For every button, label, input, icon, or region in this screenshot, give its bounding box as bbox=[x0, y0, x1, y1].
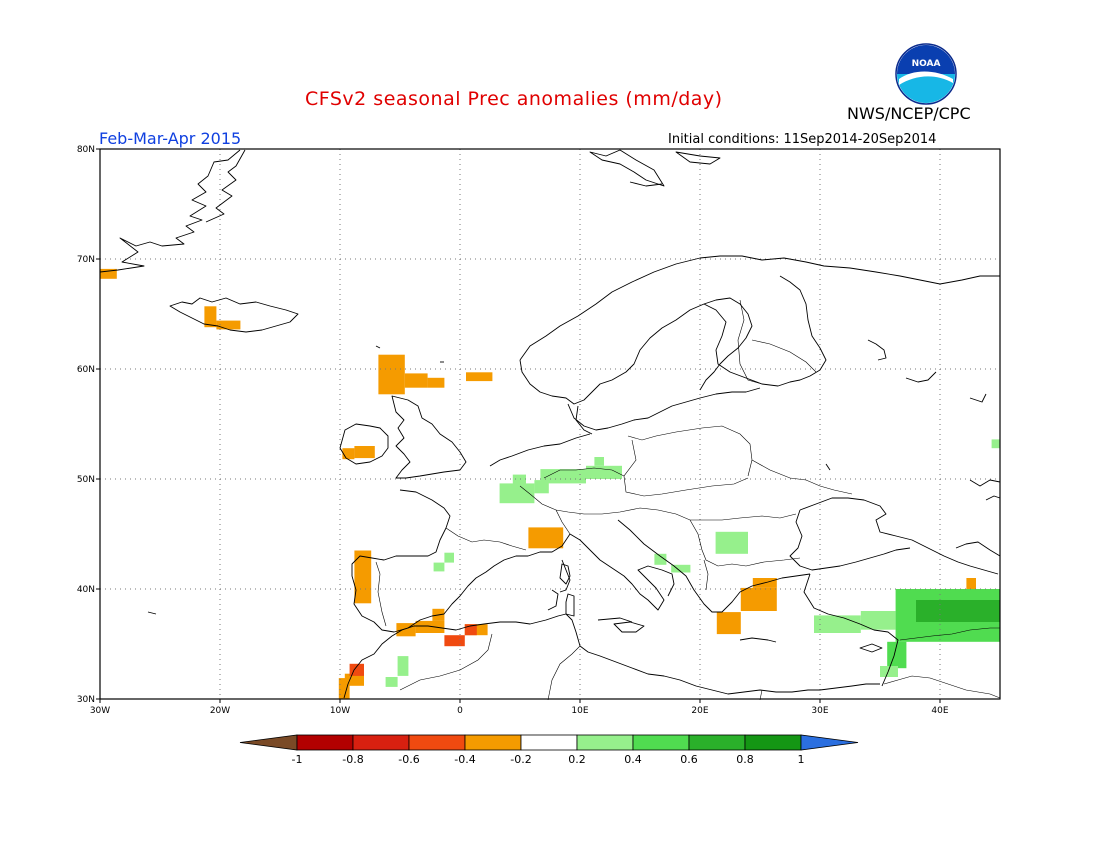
anomaly-cell bbox=[466, 372, 493, 382]
lon-tick-label: 10W bbox=[330, 706, 350, 716]
colorbar-legend: -1 -0.8 -0.6 -0.4 -0.2 0.2 0.4 0.6 0.8 1 bbox=[239, 734, 859, 766]
colorbar-low-arrow bbox=[239, 734, 298, 751]
anomaly-cell bbox=[534, 480, 549, 494]
colorbar-swatch bbox=[464, 734, 522, 751]
lon-tick-label: 20W bbox=[210, 706, 230, 716]
anomaly-cell bbox=[916, 600, 1000, 622]
anomaly-cell bbox=[204, 306, 217, 328]
colorbar-label: 1 bbox=[798, 753, 805, 766]
colorbar-swatch bbox=[744, 734, 802, 751]
anomaly-cell bbox=[860, 611, 896, 630]
anomaly-cell bbox=[342, 448, 355, 460]
anomaly-cell bbox=[397, 656, 409, 676]
colorbar-label: 0.2 bbox=[568, 753, 586, 766]
lon-tick-label: 40E bbox=[931, 706, 948, 716]
lon-tick-label: 20E bbox=[691, 706, 708, 716]
map-gridlines bbox=[100, 149, 1000, 699]
anomaly-cell bbox=[354, 446, 375, 459]
colorbar-swatch bbox=[352, 734, 410, 751]
lat-tick-label: 60N bbox=[77, 365, 95, 375]
anomaly-cell bbox=[354, 550, 372, 604]
colorbar-swatch bbox=[296, 734, 354, 751]
colorbar-swatch bbox=[688, 734, 746, 751]
colorbar-label: -1 bbox=[292, 753, 303, 766]
anomaly-cell bbox=[880, 666, 898, 677]
lon-tick-label: 30E bbox=[811, 706, 828, 716]
colorbar-label: -0.8 bbox=[342, 753, 363, 766]
anomaly-cell bbox=[433, 562, 445, 572]
anomaly-cell bbox=[540, 469, 586, 484]
anomaly-cell bbox=[216, 320, 241, 330]
anomaly-cell bbox=[427, 377, 445, 388]
colorbar-swatch bbox=[576, 734, 634, 751]
lat-tick-label: 30N bbox=[77, 695, 95, 705]
anomaly-cell bbox=[404, 373, 428, 388]
anomaly-cell bbox=[338, 678, 350, 699]
anomaly-cell bbox=[464, 624, 477, 636]
anomaly-cell bbox=[966, 578, 976, 589]
anomaly-cell bbox=[528, 527, 564, 549]
anomaly-cell bbox=[586, 465, 622, 479]
colorbar-label: 0.6 bbox=[680, 753, 698, 766]
colorbar-label: -0.2 bbox=[510, 753, 531, 766]
lat-tick-label: 40N bbox=[77, 585, 95, 595]
lat-tick-label: 80N bbox=[77, 145, 95, 155]
lon-tick-label: 0 bbox=[457, 706, 463, 716]
colorbar-swatch bbox=[520, 734, 578, 751]
anomaly-cell bbox=[991, 439, 1000, 449]
colorbar-label: -0.6 bbox=[398, 753, 419, 766]
axis-tick-labels: 30W 20W 10W 0 10E 20E 30E 40E 30N 40N 50N 60N 70N 80N bbox=[77, 145, 949, 716]
anomaly-cell bbox=[415, 620, 445, 633]
colorbar-label: 0.4 bbox=[624, 753, 642, 766]
country-borders bbox=[375, 299, 1001, 701]
anomaly-cell bbox=[444, 552, 454, 563]
agency-label: NWS/NCEP/CPC bbox=[847, 104, 971, 123]
anomaly-cell bbox=[499, 483, 535, 504]
anomaly-cell bbox=[100, 268, 117, 279]
lat-tick-label: 50N bbox=[77, 475, 95, 485]
anomaly-cell bbox=[716, 612, 741, 635]
anomaly-cell bbox=[654, 553, 667, 565]
lon-tick-label: 10E bbox=[571, 706, 588, 716]
anomaly-cell bbox=[444, 635, 465, 647]
coastlines bbox=[99, 149, 1001, 699]
noaa-logo: NOAA bbox=[895, 43, 957, 105]
colorbar-swatch bbox=[632, 734, 690, 751]
anomaly-cell bbox=[814, 615, 861, 633]
colorbar-swatch bbox=[408, 734, 466, 751]
period-label: Feb-Mar-Apr 2015 bbox=[99, 129, 242, 148]
anomaly-cells bbox=[100, 268, 1000, 699]
colorbar-label: -0.4 bbox=[454, 753, 475, 766]
colorbar-label: 0.8 bbox=[736, 753, 754, 766]
colorbar-high-arrow bbox=[800, 734, 859, 751]
anomaly-cell bbox=[715, 531, 748, 554]
lat-tick-label: 70N bbox=[77, 255, 95, 265]
lon-tick-label: 30W bbox=[90, 706, 110, 716]
chart-title: CFSv2 seasonal Prec anomalies (mm/day) bbox=[305, 88, 723, 110]
anomaly-cell bbox=[740, 587, 777, 611]
noaa-logo-text: NOAA bbox=[912, 59, 941, 69]
initial-conditions-label: Initial conditions: 11Sep2014-20Sep2014 bbox=[668, 132, 937, 147]
map-frame bbox=[99, 148, 1001, 700]
anomaly-cell bbox=[378, 354, 405, 395]
anomaly-cell bbox=[594, 457, 604, 466]
anomaly-cell bbox=[385, 677, 398, 687]
anomaly-cell bbox=[671, 564, 691, 573]
